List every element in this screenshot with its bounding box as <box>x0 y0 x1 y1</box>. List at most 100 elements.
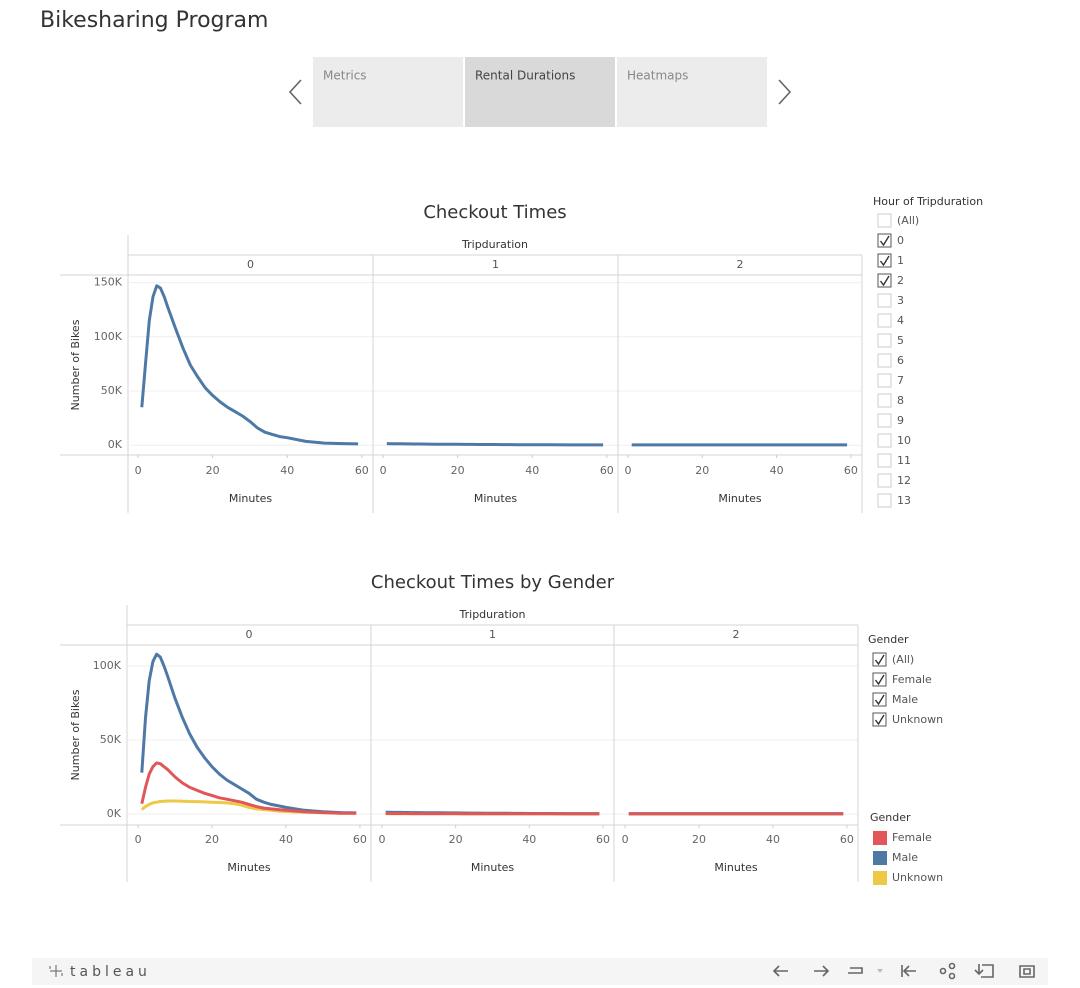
y-axis-label: Number of Bikes <box>69 319 82 410</box>
x-tick-label: 0 <box>622 833 629 846</box>
checkbox[interactable] <box>877 453 892 468</box>
toolbar-icons[interactable] <box>772 962 1035 980</box>
page-title: Bikesharing Program <box>40 8 268 33</box>
filter-option[interactable]: 2 <box>897 274 904 287</box>
checkbox[interactable] <box>877 473 892 488</box>
check-mark <box>874 654 885 666</box>
tab[interactable] <box>617 57 767 127</box>
filter-option[interactable]: 1 <box>897 254 904 267</box>
checkbox[interactable] <box>877 433 892 448</box>
x-tick-label: 40 <box>766 833 780 846</box>
check-mark <box>879 275 890 287</box>
checkbox[interactable] <box>877 393 892 408</box>
legend-swatch <box>873 831 887 845</box>
filter-option[interactable]: 5 <box>897 334 904 347</box>
prev-arrow[interactable] <box>288 79 302 105</box>
x-tick-label: 20 <box>692 833 706 846</box>
legend-swatch <box>873 851 887 865</box>
y-tick-label: 150K <box>94 276 123 289</box>
filter-option[interactable]: (All) <box>892 653 914 666</box>
filter-option[interactable]: 3 <box>897 294 904 307</box>
facet-title: Tripduration <box>459 608 526 621</box>
filter-option[interactable]: 6 <box>897 354 904 367</box>
filter-option[interactable]: 4 <box>897 314 904 327</box>
filter-option[interactable]: Female <box>892 673 932 686</box>
y-tick-label: 50K <box>100 733 122 746</box>
x-tick-label: 40 <box>280 464 294 477</box>
legend-title: Gender <box>870 811 911 824</box>
checkbox[interactable] <box>877 493 892 508</box>
check-mark <box>874 694 885 706</box>
toolbar <box>32 958 1048 985</box>
x-tick-label: 20 <box>449 833 463 846</box>
legend-swatch <box>873 871 887 885</box>
facet-label: 2 <box>733 628 740 641</box>
facet-label: 1 <box>489 628 496 641</box>
facet-label: 0 <box>246 628 253 641</box>
x-tick-label: 20 <box>205 833 219 846</box>
check-mark <box>874 714 885 726</box>
x-tick-label: 20 <box>451 464 465 477</box>
x-tick-label: 20 <box>206 464 220 477</box>
checkbox[interactable] <box>877 273 892 288</box>
checkbox[interactable] <box>877 413 892 428</box>
filter-option[interactable]: 9 <box>897 414 904 427</box>
check-mark <box>879 255 890 267</box>
filter-option[interactable]: Unknown <box>892 713 943 726</box>
checkbox[interactable] <box>877 233 892 248</box>
logo-text: tableau <box>70 964 151 980</box>
checkbox[interactable] <box>877 253 892 268</box>
filter-option[interactable]: 7 <box>897 374 904 387</box>
tab[interactable] <box>465 57 615 127</box>
y-tick-label: 50K <box>101 384 123 397</box>
checkbox[interactable] <box>877 213 892 228</box>
tab-label[interactable]: Rental Durations <box>475 69 575 83</box>
data-line <box>386 442 604 447</box>
chart-title: Checkout Times by Gender <box>371 572 615 593</box>
tab-label[interactable]: Metrics <box>323 69 367 83</box>
next-arrow[interactable] <box>778 79 792 105</box>
checkbox[interactable] <box>872 672 887 687</box>
filter-option[interactable]: 12 <box>897 474 911 487</box>
filter-option[interactable]: 10 <box>897 434 911 447</box>
filter-option[interactable]: 8 <box>897 394 904 407</box>
checkbox[interactable] <box>872 692 887 707</box>
x-tick-label: 0 <box>135 833 142 846</box>
x-axis-label: Minutes <box>471 861 515 874</box>
checkbox[interactable] <box>877 353 892 368</box>
filter-option[interactable]: (All) <box>897 214 919 227</box>
checkbox[interactable] <box>872 712 887 727</box>
x-tick-label: 0 <box>379 833 386 846</box>
tab[interactable] <box>313 57 463 127</box>
tab-label[interactable]: Heatmaps <box>627 69 688 83</box>
filter-option[interactable]: Male <box>892 693 918 706</box>
x-tick-label: 60 <box>840 833 854 846</box>
y-tick-label: 100K <box>93 659 122 672</box>
checkbox[interactable] <box>877 293 892 308</box>
checkbox[interactable] <box>877 313 892 328</box>
checkbox[interactable] <box>877 333 892 348</box>
check-mark <box>879 235 890 247</box>
charts: Checkout Times Tripduration Number of Bike… <box>60 202 863 882</box>
checkbox[interactable] <box>872 652 887 667</box>
x-tick-label: 60 <box>596 833 610 846</box>
legend-label: Unknown <box>892 871 943 884</box>
checkbox[interactable] <box>877 373 892 388</box>
x-axis-label: Minutes <box>718 492 762 505</box>
facet-label: 2 <box>737 258 744 271</box>
x-tick-label: 60 <box>355 464 369 477</box>
x-axis-label: Minutes <box>714 861 758 874</box>
chart-title: Checkout Times <box>423 202 566 223</box>
filter-option[interactable]: 13 <box>897 494 911 507</box>
x-axis-label: Minutes <box>474 492 518 505</box>
filter-option[interactable]: 0 <box>897 234 904 247</box>
side-panel: Hour of Tripduration(All)012345678910111… <box>868 195 983 885</box>
y-tick-label: 100K <box>94 330 123 343</box>
facet-label: 1 <box>492 258 499 271</box>
x-tick-label: 0 <box>135 464 142 477</box>
filter-option[interactable]: 11 <box>897 454 911 467</box>
x-tick-label: 40 <box>770 464 784 477</box>
legend-label: Male <box>892 851 918 864</box>
